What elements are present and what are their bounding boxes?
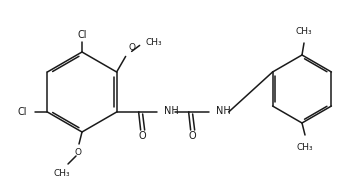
Text: CH₃: CH₃ [296, 27, 312, 36]
Text: NH: NH [164, 106, 178, 116]
Text: Cl: Cl [18, 107, 27, 117]
Text: CH₃: CH₃ [297, 143, 313, 152]
Text: O: O [74, 148, 82, 157]
Text: NH: NH [216, 106, 231, 116]
Text: O: O [189, 131, 196, 141]
Text: CH₃: CH₃ [54, 169, 70, 178]
Text: Cl: Cl [77, 30, 87, 40]
Text: O: O [139, 131, 146, 141]
Text: CH₃: CH₃ [146, 38, 162, 47]
Text: O: O [129, 43, 136, 52]
